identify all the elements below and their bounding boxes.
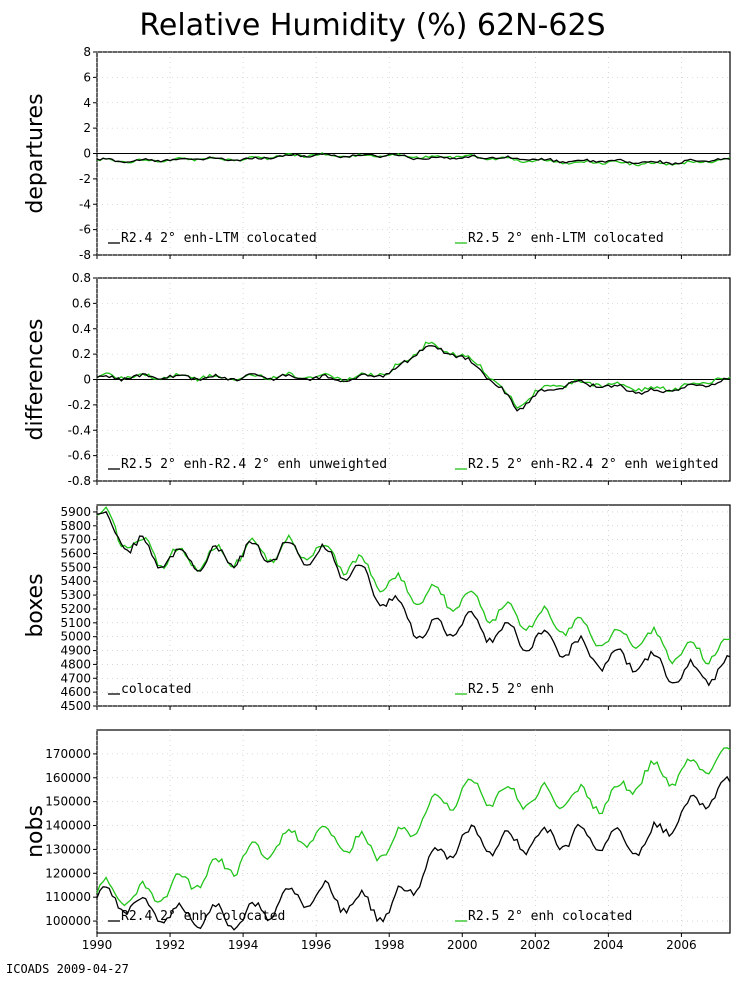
legend-label: R2.5 2° enh — [468, 682, 554, 697]
y-tick-label: 4600 — [60, 685, 91, 699]
series-line-2 — [96, 341, 731, 409]
y-tick-label: 8 — [83, 45, 91, 59]
legend-label: R2.5 2° enh-R2.4 2° enh weighted — [468, 457, 718, 472]
x-tick-label: 1994 — [228, 938, 259, 952]
y-tick-label: -0.6 — [68, 449, 91, 463]
footer-credit: ICOADS 2009-04-27 — [6, 962, 129, 976]
x-tick-label: 1996 — [301, 938, 332, 952]
y-tick-label: -4 — [79, 197, 91, 211]
series-line-1 — [96, 775, 731, 931]
legend-label: R2.4 2° enh colocated — [121, 909, 285, 924]
y-tick-label: 5800 — [60, 519, 91, 533]
y-tick-label: 0.6 — [72, 296, 91, 310]
series-line-2 — [96, 747, 731, 907]
x-tick-label: 1990 — [82, 938, 113, 952]
y-tick-label: 4900 — [60, 644, 91, 658]
y-tick-label: 4 — [83, 96, 91, 110]
x-tick-label: 2004 — [593, 938, 624, 952]
x-tick-label: 1992 — [155, 938, 186, 952]
legend-label: R2.5 2° enh-R2.4 2° enh unweighted — [121, 457, 387, 472]
chart-title: Relative Humidity (%) 62N-62S — [139, 8, 606, 43]
y-tick-label: -0.2 — [68, 398, 91, 412]
legend-label: colocated — [121, 682, 191, 697]
series-line-1 — [96, 152, 731, 166]
legend-label: R2.5 2° enh colocated — [468, 909, 632, 924]
y-tick-label: 0.4 — [72, 322, 91, 336]
plot-frame — [96, 504, 731, 707]
y-tick-label: -0.8 — [68, 474, 91, 488]
y-tick-label: 5400 — [60, 574, 91, 588]
y-tick-label: 5600 — [60, 547, 91, 561]
y-tick-label: 2 — [83, 121, 91, 135]
x-tick-label: 2002 — [520, 938, 551, 952]
y-tick-label: 110000 — [45, 890, 91, 904]
y-tick-label: 170000 — [45, 747, 91, 761]
y-tick-label: 4800 — [60, 657, 91, 671]
y-tick-label: 5000 — [60, 630, 91, 644]
y-tick-label: 5900 — [60, 505, 91, 519]
y-tick-label: 140000 — [45, 819, 91, 833]
series-line-1 — [96, 510, 731, 687]
y-tick-label: -6 — [79, 223, 91, 237]
series-line-2 — [96, 152, 731, 167]
y-tick-label: 100000 — [45, 914, 91, 928]
y-tick-label: 160000 — [45, 771, 91, 785]
x-tick-label: 2000 — [447, 938, 478, 952]
y-tick-label: 130000 — [45, 842, 91, 856]
y-tick-label: -0.4 — [68, 423, 91, 437]
y-axis-label: differences — [23, 319, 48, 441]
y-axis-label: boxes — [23, 573, 48, 637]
y-tick-label: 120000 — [45, 866, 91, 880]
y-tick-label: 150000 — [45, 795, 91, 809]
series-line-2 — [96, 506, 731, 665]
series-line-1 — [96, 345, 731, 412]
y-tick-label: 4500 — [60, 699, 91, 713]
y-tick-label: 6 — [83, 70, 91, 84]
y-tick-label: 0.2 — [72, 347, 91, 361]
legend-label: R2.4 2° enh-LTM colocated — [121, 231, 317, 246]
y-axis-label: nobs — [23, 805, 48, 858]
y-tick-label: -2 — [79, 172, 91, 186]
y-tick-label: 5100 — [60, 616, 91, 630]
x-tick-label: 2006 — [666, 938, 697, 952]
y-tick-label: 0 — [83, 147, 91, 161]
x-tick-label: 1998 — [374, 938, 405, 952]
y-tick-label: 4700 — [60, 671, 91, 685]
y-tick-label: 5200 — [60, 602, 91, 616]
y-axis-label: departures — [23, 93, 48, 213]
y-tick-label: 5500 — [60, 560, 91, 574]
y-tick-label: 0 — [83, 373, 91, 387]
y-tick-label: -8 — [79, 248, 91, 262]
legend-label: R2.5 2° enh-LTM colocated — [468, 231, 664, 246]
y-tick-label: 0.8 — [72, 271, 91, 285]
plot-frame — [96, 729, 731, 934]
y-tick-label: 5300 — [60, 588, 91, 602]
y-tick-label: 5700 — [60, 533, 91, 547]
